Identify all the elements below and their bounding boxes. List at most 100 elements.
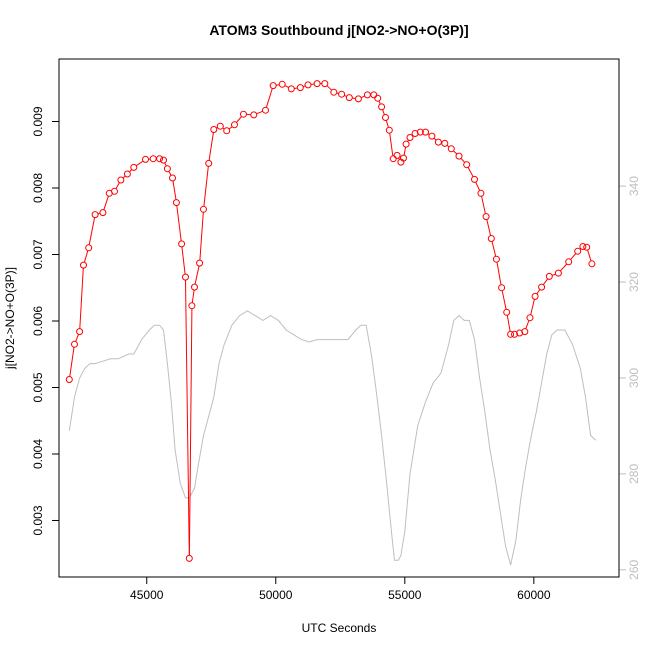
data-point: [200, 205, 207, 213]
primary-series-segment: [486, 219, 492, 236]
data-point: [503, 308, 511, 316]
primary-series-segment: [185, 280, 190, 556]
data-point: [545, 272, 553, 280]
data-point: [188, 302, 196, 310]
primary-series-segment: [265, 88, 273, 108]
y-tick-label: 0.003: [31, 505, 45, 535]
data-point: [160, 156, 167, 164]
data-point: [345, 94, 353, 102]
data-point: [130, 163, 138, 171]
data-point: [463, 161, 471, 169]
primary-series-segment: [103, 196, 109, 210]
primary-series-segment: [481, 196, 486, 214]
data-point: [296, 84, 304, 92]
primary-series-segment: [389, 133, 394, 156]
x-tick-label: 50000: [259, 588, 293, 602]
data-point: [287, 85, 295, 93]
y-tick-label: 0.007: [31, 239, 45, 269]
x-tick-label: 55000: [388, 588, 422, 602]
x-tick-label: 45000: [130, 588, 164, 602]
data-point: [511, 330, 518, 338]
y2-tick-label: 300: [627, 368, 641, 388]
data-point: [516, 329, 524, 337]
primary-series-segment: [467, 167, 474, 177]
primary-series-segment: [551, 273, 556, 276]
data-point: [178, 240, 186, 248]
y2-tick-label: 260: [627, 559, 641, 579]
data-point: [240, 110, 247, 118]
data-point: [111, 187, 118, 195]
data-point: [374, 94, 382, 102]
primary-series-segment: [542, 278, 549, 285]
primary-series-segment: [385, 120, 389, 128]
data-point: [434, 138, 442, 146]
data-point: [196, 259, 204, 267]
data-point: [526, 314, 534, 322]
data-point: [313, 80, 321, 88]
data-point: [278, 80, 286, 88]
data-point: [65, 376, 73, 383]
data-point: [574, 247, 582, 255]
data-point: [304, 81, 312, 89]
primary-series-segment: [525, 320, 530, 329]
primary-series-segment: [506, 315, 511, 332]
y-tick-label: 0.006: [31, 306, 45, 336]
data-point: [441, 139, 449, 147]
primary-series-segment: [570, 253, 577, 260]
data-point: [142, 155, 149, 163]
y-axis: 0.003 0.004 0.005 0.006 0.007 0.008 0.009: [31, 106, 59, 535]
data-point: [400, 154, 407, 162]
primary-series-segment: [208, 132, 214, 161]
data-point: [492, 255, 500, 263]
data-point: [588, 260, 596, 268]
y-tick-label: 0.004: [31, 439, 45, 469]
y-axis-label: j[NO2->NO+O(3P)]: [3, 267, 17, 370]
primary-series-segment: [129, 169, 133, 173]
data-point: [382, 114, 389, 121]
primary-series-segment: [188, 308, 193, 556]
secondary-series: [68, 310, 597, 566]
primary-series-segment: [88, 217, 96, 245]
chart-title: ATOM3 Southbound j[NO2->NO+O(3P)]: [209, 22, 468, 38]
data-point: [471, 175, 478, 183]
data-point: [531, 292, 539, 300]
primary-series-segment: [378, 100, 381, 105]
data-point: [91, 211, 99, 219]
primary-series-segment: [236, 116, 242, 123]
primary-series-segment: [83, 250, 89, 263]
data-point: [538, 283, 546, 291]
data-point: [354, 95, 362, 103]
secondary-series-line: [68, 310, 597, 566]
data-point: [191, 283, 198, 291]
primary-series-segment: [191, 290, 195, 303]
data-point: [80, 261, 87, 269]
primary-series: [65, 80, 596, 562]
data-point: [269, 82, 277, 90]
primary-series-segment: [310, 83, 315, 85]
primary-series-segment: [168, 171, 172, 176]
x-axis-label: UTC Seconds: [302, 621, 377, 635]
primary-series-segment: [284, 85, 289, 88]
data-point: [99, 209, 107, 217]
primary-series-segment: [164, 162, 167, 167]
primary-series-segment: [203, 166, 209, 207]
data-point: [507, 330, 515, 338]
data-point: [205, 159, 213, 167]
data-point: [156, 155, 164, 163]
primary-series-segment: [256, 110, 263, 115]
data-point: [416, 128, 424, 136]
data-point: [447, 145, 455, 153]
primary-series-segment: [496, 262, 502, 285]
primary-series-segment: [453, 150, 458, 155]
data-point: [85, 244, 93, 252]
y-tick-label: 0.005: [31, 372, 45, 402]
data-point: [182, 273, 189, 281]
primary-series-segment: [181, 246, 186, 275]
plot-frame: [58, 58, 620, 578]
primary-series-segment: [352, 97, 356, 99]
primary-series-segment: [460, 157, 466, 163]
primary-series-segment: [199, 212, 204, 261]
data-point: [330, 88, 338, 96]
